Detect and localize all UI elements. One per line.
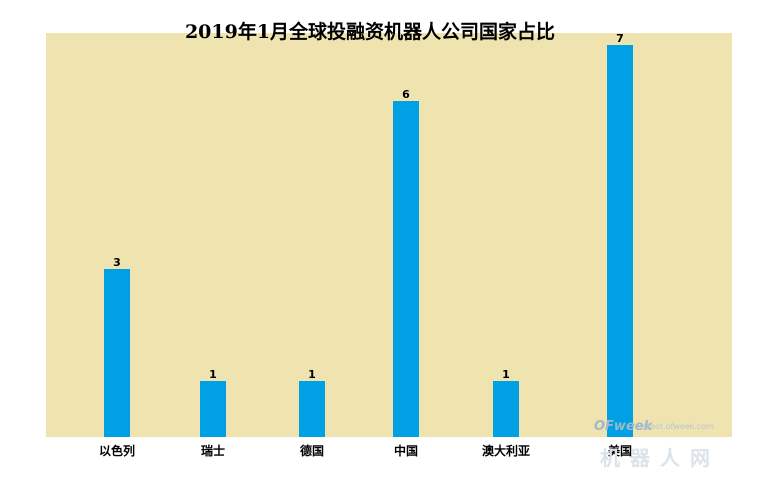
bar-1 [200,381,226,437]
category-label-1: 瑞士 [201,443,225,458]
bar-3 [393,101,419,437]
value-label-3: 6 [402,88,410,101]
category-label-4: 澳大利亚 [482,443,530,458]
bar-0 [104,269,130,437]
chart-title: 2019年1月全球投融资机器人公司国家占比 [185,20,555,43]
value-label-0: 3 [113,256,121,269]
category-label-2: 德国 [300,443,324,458]
category-label-5: 美国 [608,443,632,458]
value-label-4: 1 [502,368,510,381]
watermark: OFweek robot.ofweek.com 机器人网 [594,419,720,470]
category-label-group: 以色列 瑞士 德国 中国 澳大利亚 美国 [99,443,632,458]
bar-2 [299,381,325,437]
value-label-2: 1 [308,368,316,381]
watermark-brand: OFweek [594,419,654,434]
value-label-5: 7 [616,32,624,45]
value-label-1: 1 [209,368,217,381]
category-label-3: 中国 [394,443,418,458]
bar-4 [493,381,519,437]
watermark-site: robot.ofweek.com [642,422,714,431]
bar-group [104,45,633,437]
bar-5 [607,45,633,437]
category-label-0: 以色列 [99,443,135,458]
watermark-name: 机器人网 [600,446,720,470]
